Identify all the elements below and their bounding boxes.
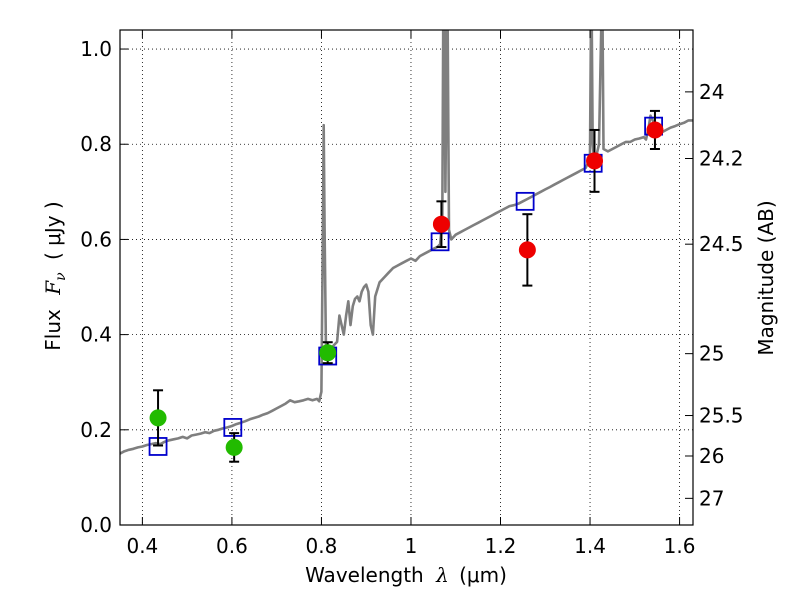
x-tick-label: 0.4 bbox=[126, 534, 158, 558]
y2-tick-label: 26 bbox=[699, 444, 724, 468]
x-tick-label: 1.6 bbox=[664, 534, 696, 558]
x-axis-label: Wavelength λ (μm) bbox=[305, 563, 507, 587]
y-tick-label: 0.2 bbox=[80, 418, 112, 442]
y-tick-label: 0.4 bbox=[80, 323, 112, 347]
x-tick-label: 0.8 bbox=[306, 534, 338, 558]
y-tick-label: 1.0 bbox=[80, 37, 112, 61]
model-photometry-square bbox=[223, 418, 243, 437]
observed-photometry-layer bbox=[149, 109, 664, 463]
y2-tick-label: 24.2 bbox=[699, 147, 744, 171]
y2-tick-label: 25.5 bbox=[699, 404, 744, 428]
x-tick-label: 1 bbox=[405, 534, 418, 558]
plot-frame bbox=[119, 29, 694, 526]
observed-point-optical bbox=[319, 344, 337, 362]
model-photometry-square bbox=[515, 191, 535, 211]
ticks: 0.4 0.6 0.8 1 1.2 1.4 1.6 0.0 0.2 0.4 0.6 0.8 1.0 24 2… bbox=[80, 30, 744, 558]
observed-point-near-infrared bbox=[646, 121, 664, 139]
y-tick-label: 0.8 bbox=[80, 132, 112, 156]
observed-point-near-infrared bbox=[432, 215, 450, 233]
y2-axis-label: Magnitude (AB) bbox=[754, 200, 778, 355]
y-tick-label: 0.0 bbox=[80, 513, 112, 537]
y-axis-label: Flux Fν ( μJy ) bbox=[41, 201, 70, 350]
template-spectrum-line bbox=[120, 30, 693, 455]
model-photometry-layer bbox=[148, 116, 664, 456]
observed-point-near-infrared bbox=[518, 241, 536, 259]
y2-tick-label: 27 bbox=[699, 486, 724, 510]
observed-point-optical bbox=[225, 438, 243, 456]
x-tick-label: 0.6 bbox=[216, 534, 248, 558]
x-tick-label: 1.2 bbox=[485, 534, 517, 558]
template-spectrum-layer bbox=[120, 30, 693, 455]
x-tick-label: 1.4 bbox=[574, 534, 606, 558]
model-photometry-square bbox=[430, 232, 450, 252]
y-tick-label: 0.6 bbox=[80, 227, 112, 251]
y2-tick-label: 24 bbox=[699, 80, 724, 104]
grid bbox=[120, 30, 693, 526]
observed-point-near-infrared bbox=[586, 152, 604, 170]
observed-point-optical bbox=[149, 409, 167, 427]
y2-tick-label: 24.5 bbox=[699, 232, 744, 256]
y2-tick-label: 25 bbox=[699, 342, 724, 366]
